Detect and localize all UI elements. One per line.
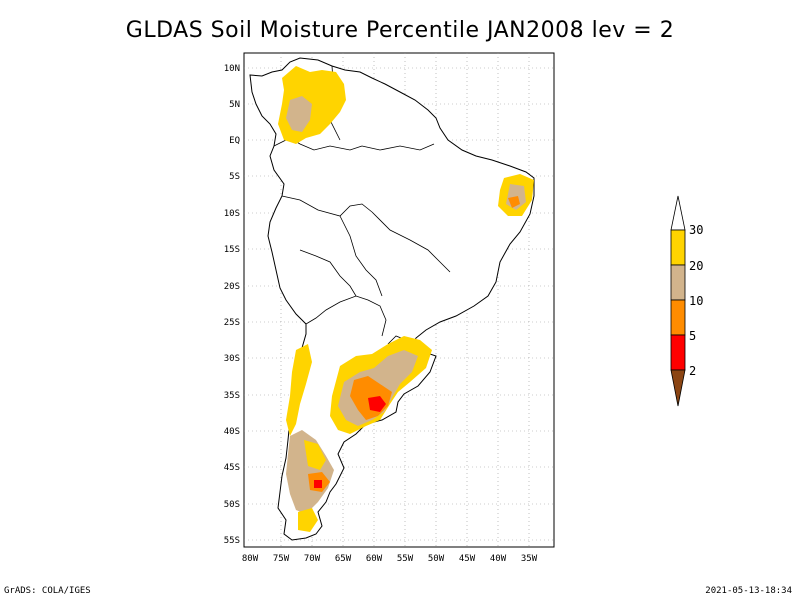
field-20-30-south (298, 508, 318, 532)
field-10-20-north (286, 96, 312, 132)
lon-label: 75W (273, 554, 290, 564)
lat-label: 5N (229, 100, 240, 110)
legend-tick: 30 (689, 223, 703, 237)
lat-label: 25S (224, 318, 240, 328)
lat-label: 10N (224, 64, 240, 74)
legend-bin-10-20 (670, 264, 686, 301)
legend-tick: 5 (689, 329, 696, 343)
legend-bin-5-10 (670, 299, 686, 336)
legend-bin-under-2 (670, 369, 686, 407)
field-2-5-patagonia (314, 480, 322, 488)
legend-tick: 10 (689, 294, 703, 308)
legend-bin-over-30 (670, 195, 686, 231)
lat-label: 10S (224, 209, 240, 219)
field-5-10-northeast (508, 196, 520, 208)
percentile-fields (278, 66, 534, 532)
lat-label: 50S (224, 500, 240, 510)
footer-credit: GrADS: COLA/IGES (4, 586, 91, 596)
lon-label: 50W (428, 554, 445, 564)
lat-label: 20S (224, 282, 240, 292)
field-20-30-andes (286, 344, 312, 436)
lat-label: 35S (224, 391, 240, 401)
footer-timestamp: 2021-05-13-18:34 (705, 586, 792, 596)
lon-label: 60W (366, 554, 383, 564)
lon-label: 35W (521, 554, 538, 564)
field-10-20-patagonia (286, 430, 334, 514)
field-20-30-patagonia (304, 440, 326, 470)
field-2-5-pampas (368, 396, 386, 412)
legend-bin-2-5 (670, 334, 686, 371)
lat-label: EQ (229, 136, 240, 146)
lat-label: 40S (224, 427, 240, 437)
lon-label: 65W (335, 554, 352, 564)
lon-label: 55W (397, 554, 414, 564)
map-frame (243, 52, 555, 548)
lat-label: 15S (224, 245, 240, 255)
lon-label: 80W (242, 554, 259, 564)
lat-label: 55S (224, 536, 240, 546)
legend-tick: 2 (689, 364, 696, 378)
color-legend: 30 20 10 5 2 (670, 195, 703, 407)
lon-label: 45W (459, 554, 476, 564)
lon-label: 70W (304, 554, 321, 564)
lat-labels: 10N 5N EQ 5S 10S 15S 20S 25S 30S 35S 40S… (224, 64, 240, 546)
lon-label: 40W (490, 554, 507, 564)
lat-label: 30S (224, 354, 240, 364)
lat-label: 45S (224, 463, 240, 473)
lat-label: 5S (229, 172, 240, 182)
lon-labels: 80W 75W 70W 65W 60W 55W 50W 45W 40W 35W (242, 554, 538, 564)
legend-bin-20-30 (670, 229, 686, 266)
map-title: GLDAS Soil Moisture Percentile JAN2008 l… (125, 18, 675, 43)
legend-tick: 20 (689, 259, 703, 273)
